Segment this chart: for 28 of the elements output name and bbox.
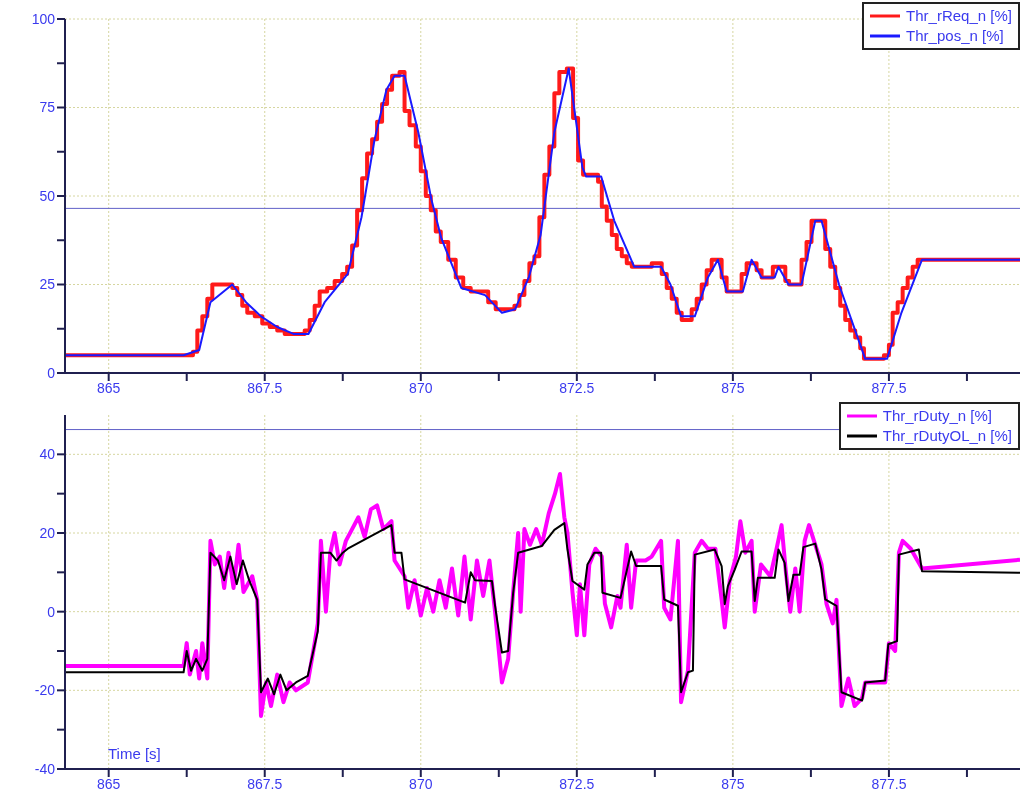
x-tick-label: 872.5 — [559, 379, 595, 396]
y-tick-label: 50 — [39, 187, 56, 204]
x-tick-label: 865 — [97, 775, 121, 792]
x-tick-label: 870 — [409, 379, 433, 396]
legend-label: Thr_rDutyOL_n [%] — [882, 426, 1012, 446]
y-tick-label: 20 — [39, 524, 56, 541]
y-tick-label: -20 — [34, 682, 56, 699]
y-tick-label: 40 — [39, 446, 56, 463]
line-series — [65, 522, 1020, 702]
x-tick-label: 877.5 — [871, 775, 907, 792]
x-tick-label: 867.5 — [247, 775, 283, 792]
legend-label: Thr_pos_n [%] — [906, 26, 1004, 46]
y-tick-label: -40 — [34, 760, 56, 777]
y-tick-label: 25 — [39, 276, 56, 293]
y-tick-label: 0 — [47, 603, 56, 620]
x-tick-label: 872.5 — [559, 775, 595, 792]
legend-label: Thr_rReq_n [%] — [906, 6, 1012, 26]
x-tick-label: 877.5 — [871, 379, 907, 396]
legend-label: Thr_rDuty_n [%] — [882, 406, 992, 426]
x-tick-label: 875 — [721, 379, 745, 396]
y-tick-label: 100 — [31, 10, 56, 27]
x-tick-label: 870 — [409, 775, 433, 792]
y-tick-label: 75 — [39, 99, 56, 116]
x-tick-label: 867.5 — [247, 379, 283, 396]
x-tick-label: 875 — [721, 775, 745, 792]
x-axis-title: Time [s] — [108, 745, 161, 762]
y-tick-label: 0 — [47, 364, 56, 381]
x-tick-label: 865 — [97, 379, 121, 396]
